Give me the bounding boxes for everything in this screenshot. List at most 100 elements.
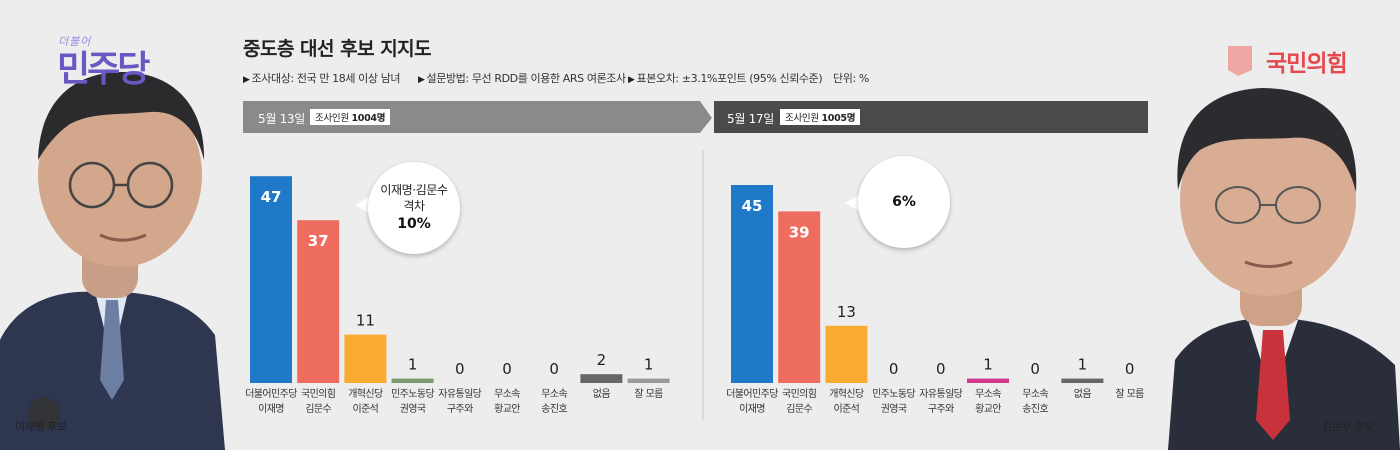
caption-left: 이재명 후보	[15, 420, 67, 433]
category-label-may13-8-0: 잘 모름	[634, 388, 663, 400]
category-label-may13-3-0: 민주노동당	[391, 388, 434, 400]
sample-size-left: 1004명	[351, 113, 386, 124]
left-candidate-photo	[0, 72, 225, 450]
data-label-may17-2: 13	[837, 303, 856, 321]
gap-bubble-right: 6%	[858, 156, 950, 248]
bubble-value-right: 6%	[892, 194, 916, 210]
survey-method: ▶ 설문방법: 무선 RDD를 이용한 ARS 여론조사	[418, 70, 626, 86]
survey-target-text: 조사대상: 전국 만 18세 이상 남녀	[251, 72, 401, 85]
category-label-may17-1-1: 김문수	[786, 403, 812, 415]
data-label-may13-0: 47	[261, 188, 282, 206]
bar-may13-2	[344, 334, 387, 383]
bullet-triangle-icon: ▶	[628, 75, 635, 85]
category-label-may17-7-0: 없음	[1074, 387, 1092, 400]
data-label-may13-1: 37	[308, 232, 329, 250]
bubble-value-left: 10%	[397, 216, 431, 232]
category-label-may13-1-1: 김문수	[305, 403, 331, 415]
category-label-may13-1-0: 국민의힘	[301, 388, 335, 400]
data-label-may13-5: 0	[502, 360, 512, 378]
category-label-may17-1-0: 국민의힘	[782, 388, 816, 400]
bar-may13-8	[627, 378, 670, 383]
data-label-may17-7: 1	[1078, 356, 1088, 374]
data-label-may17-4: 0	[936, 360, 946, 378]
bar-charts: 47더불어민주당이재명37국민의힘김문수11개혁신당이준석1민주노동당권영국0자…	[245, 176, 1145, 415]
category-label-may17-4-1: 구주와	[928, 403, 954, 415]
category-label-may17-0-1: 이재명	[739, 403, 765, 415]
category-label-may13-5-0: 무소속	[494, 388, 520, 400]
democratic-logo-small: 더불어	[58, 35, 92, 48]
category-label-may13-5-1: 황교안	[494, 403, 520, 415]
category-label-may17-2-0: 개혁신당	[829, 388, 864, 400]
category-label-may17-8-0: 잘 모름	[1115, 388, 1144, 400]
bubble-tail-right	[845, 194, 861, 212]
data-label-may13-3: 1	[408, 356, 418, 374]
democratic-logo: 민주당	[57, 49, 150, 90]
category-label-may17-2-1: 이준석	[833, 403, 859, 415]
data-label-may17-3: 0	[889, 360, 899, 378]
ppp-logo: 국민의힘	[1266, 51, 1348, 77]
sample-size-right: 1005명	[821, 113, 856, 124]
category-label-may17-3-1: 권영국	[881, 403, 907, 415]
category-label-may13-0-1: 이재명	[258, 403, 284, 415]
right-candidate-photo	[1168, 88, 1400, 450]
bar-may13-1	[297, 220, 340, 383]
data-label-may17-6: 0	[1030, 360, 1040, 378]
bar-may17-0	[731, 185, 773, 383]
bar-may17-1	[778, 211, 821, 383]
data-label-may17-5: 1	[983, 356, 993, 374]
bubble-tail-left	[355, 196, 371, 214]
survey-error-text: 표본오차: ±3.1%포인트 (95% 신뢰수준)	[636, 72, 823, 85]
category-label-may17-3-0: 민주노동당	[872, 388, 915, 400]
data-label-may17-1: 39	[789, 223, 810, 241]
category-label-may13-4-1: 구주와	[447, 403, 473, 415]
date-right: 5월 17일	[727, 112, 774, 126]
category-label-may13-6-1: 송진호	[541, 403, 567, 415]
sample-box-right: 조사인원 1005명	[780, 109, 861, 125]
survey-method-text: 설문방법: 무선 RDD를 이용한 ARS 여론조사	[426, 72, 627, 85]
category-label-may13-0-0: 더불어민주당	[245, 388, 297, 400]
bullet-triangle-icon: ▶	[418, 75, 425, 85]
data-label-may13-4: 0	[455, 360, 465, 378]
data-label-may17-8: 0	[1125, 360, 1135, 378]
category-label-may13-7-0: 없음	[593, 387, 611, 400]
category-label-may17-6-0: 무소속	[1022, 388, 1048, 400]
data-label-may13-2: 11	[356, 312, 375, 330]
bar-may13-0	[250, 176, 292, 383]
data-label-may13-6: 0	[549, 360, 559, 378]
category-label-may17-5-0: 무소속	[975, 388, 1001, 400]
bar-may17-2	[825, 325, 868, 383]
survey-error: ▶ 표본오차: ±3.1%포인트 (95% 신뢰수준)	[628, 70, 823, 86]
survey-target: ▶ 조사대상: 전국 만 18세 이상 남녀	[243, 70, 401, 86]
date-left: 5월 13일	[258, 112, 305, 126]
unit-note: 단위: %	[833, 72, 869, 85]
data-label-may13-7: 2	[597, 351, 607, 369]
category-label-may13-4-0: 자유통일당	[438, 388, 481, 400]
bubble-text-left-1: 이재명·김문수	[380, 183, 448, 197]
gap-bubble-left: 이재명·김문수 격차 10%	[368, 162, 460, 254]
caption-right: 김문수 후보	[1322, 420, 1374, 433]
category-label-may17-5-1: 황교안	[975, 403, 1001, 415]
sample-label-right: 조사인원	[785, 113, 819, 124]
bar-may17-5	[967, 378, 1009, 383]
bullet-triangle-icon: ▶	[243, 75, 250, 85]
category-label-may13-6-0: 무소속	[541, 388, 567, 400]
category-label-may13-2-1: 이준석	[352, 403, 378, 415]
category-label-may17-6-1: 송진호	[1022, 403, 1048, 415]
bar-may13-3	[391, 378, 434, 383]
sample-box-left: 조사인원 1004명	[310, 109, 391, 125]
data-label-may13-8: 1	[644, 356, 654, 374]
band-right	[712, 101, 1148, 133]
category-label-may17-0-0: 더불어민주당	[726, 388, 778, 400]
data-label-may17-0: 45	[742, 197, 763, 215]
sample-label-left: 조사인원	[315, 113, 349, 124]
ppp-logo-icon	[1228, 46, 1252, 76]
bar-may17-7	[1061, 378, 1104, 383]
page-title: 중도층 대선 후보 지지도	[243, 38, 432, 60]
category-label-may13-2-0: 개혁신당	[348, 388, 383, 400]
category-label-may13-3-1: 권영국	[400, 403, 426, 415]
band-arrow-gap	[700, 101, 714, 133]
bubble-text-left-2: 격차	[403, 199, 425, 213]
bar-may13-7	[580, 374, 623, 383]
